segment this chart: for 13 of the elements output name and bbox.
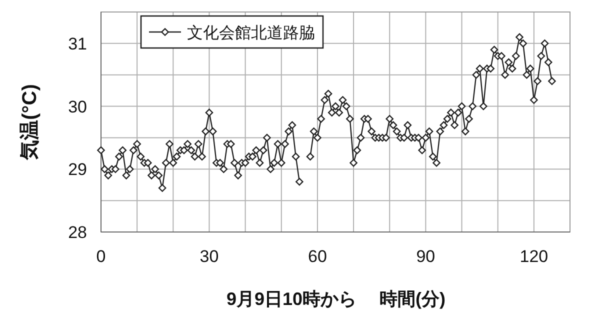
x-axis-title: 9月9日10時から 時間(分) bbox=[226, 289, 446, 309]
legend: 文化会館北道路脇 bbox=[140, 15, 324, 49]
y-tick-label: 30 bbox=[68, 97, 87, 116]
y-axis-title: 気温(°C) bbox=[19, 84, 41, 161]
x-tick-label: 120 bbox=[520, 247, 548, 266]
y-tick-label: 28 bbox=[68, 223, 87, 242]
x-tick-label: 90 bbox=[416, 247, 436, 266]
legend-label: 文化会館北道路脇 bbox=[187, 24, 315, 42]
x-tick-label: 60 bbox=[308, 247, 327, 266]
y-tick-label: 29 bbox=[68, 160, 87, 180]
y-tick-label: 31 bbox=[68, 34, 87, 54]
x-tick-label: 0 bbox=[96, 247, 106, 266]
x-tick-label: 30 bbox=[200, 247, 219, 266]
